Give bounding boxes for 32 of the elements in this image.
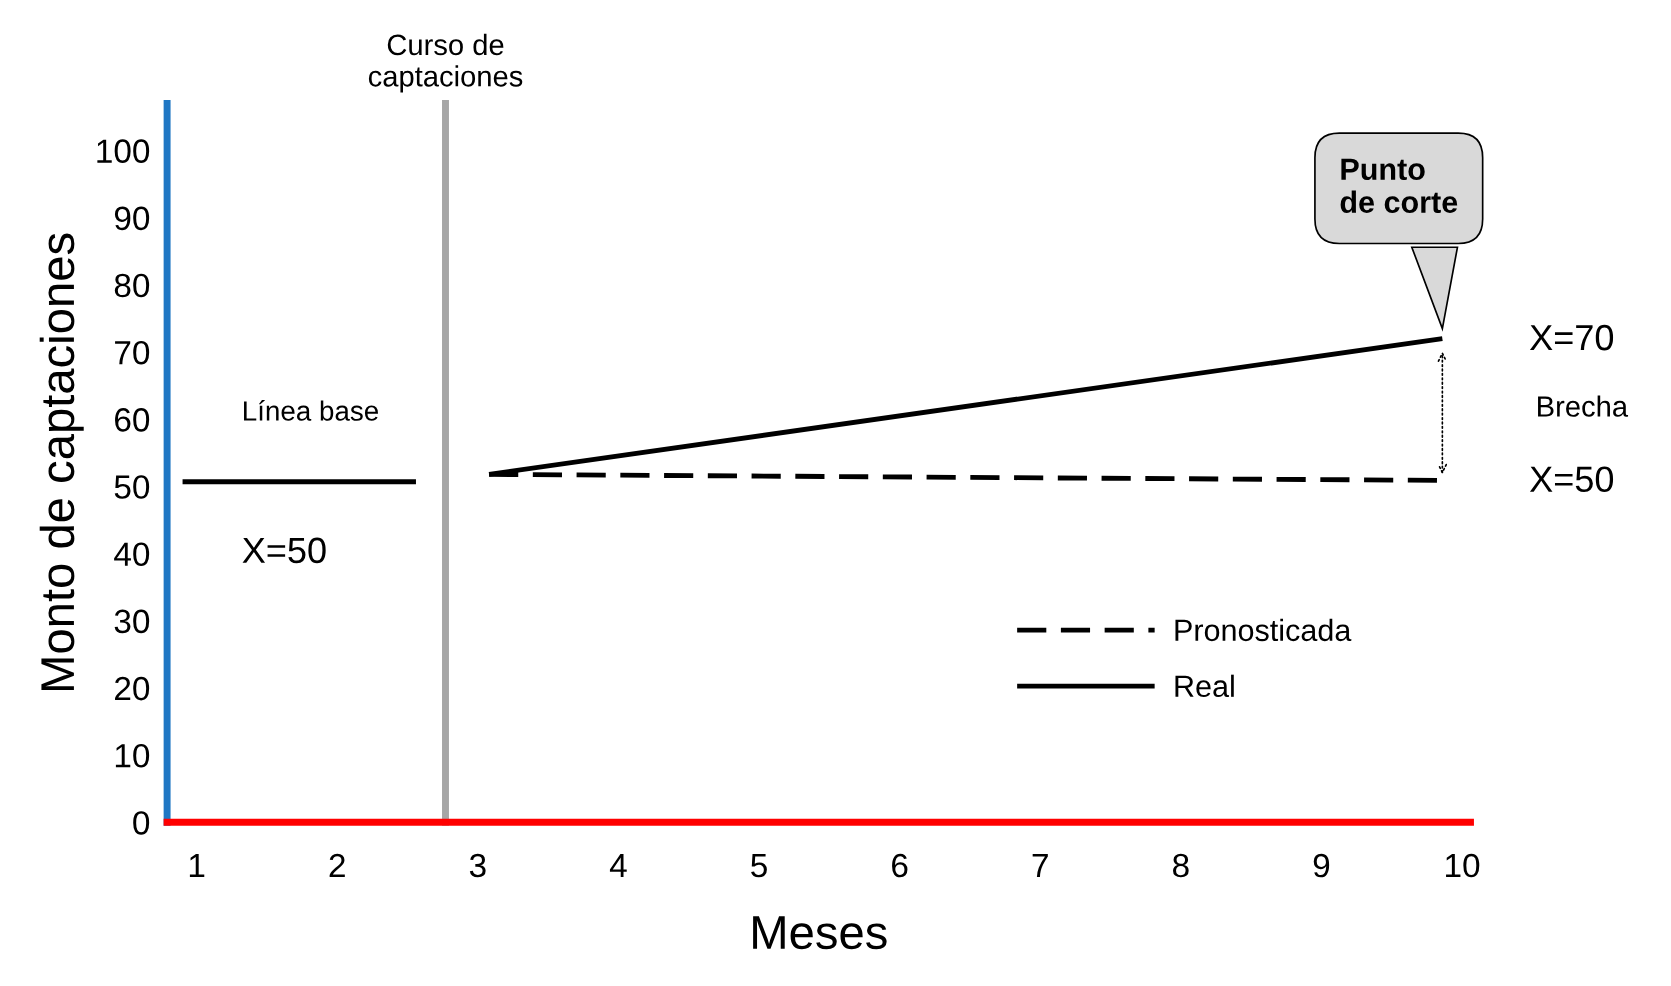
y-tick-label: 30: [114, 609, 150, 634]
y-tick-label: 70: [115, 340, 150, 365]
x-tick-label: 5: [751, 854, 767, 878]
x-tick-label: 3: [469, 853, 486, 878]
x-tick-label: 6: [892, 853, 908, 878]
text: X=50: [1529, 466, 1614, 493]
y-tick-label: 0: [133, 811, 150, 835]
y-tick-label: 10: [115, 743, 150, 768]
x-tick-label: 9: [1313, 853, 1330, 878]
y-tick-label: 90: [114, 206, 150, 231]
y-tick-label: 80: [114, 273, 150, 298]
annotation: Línea base: [244, 400, 378, 421]
text: X=70: [1529, 324, 1614, 351]
legend-label: Pronosticada: [1175, 618, 1352, 642]
x-tick-label: 7: [1032, 854, 1048, 878]
y-tick-label: 20: [115, 676, 150, 701]
text: Brecha: [1538, 395, 1629, 417]
x-tick-label: 4: [609, 854, 627, 878]
x-tick-label: 2: [329, 853, 345, 878]
y-tick-label: 100: [97, 139, 150, 163]
legend-label: Real: [1175, 674, 1234, 698]
annotation: Punto de corte: [1340, 158, 1458, 214]
y-tick-label: 60: [115, 408, 150, 432]
x-tick-label: 10: [1446, 853, 1480, 878]
x-tick-label: 1: [189, 854, 205, 878]
y-tick-label: 40: [114, 542, 150, 567]
annotation: X=50: [242, 537, 326, 564]
y-axis-title: Monto de captaciones: [39, 233, 84, 691]
y-tick-label: 50: [114, 475, 150, 499]
ref-line-label: Curso de captaciones: [368, 33, 523, 93]
x-axis-title: Meses: [753, 916, 887, 950]
x-tick-label: 8: [1173, 853, 1189, 878]
